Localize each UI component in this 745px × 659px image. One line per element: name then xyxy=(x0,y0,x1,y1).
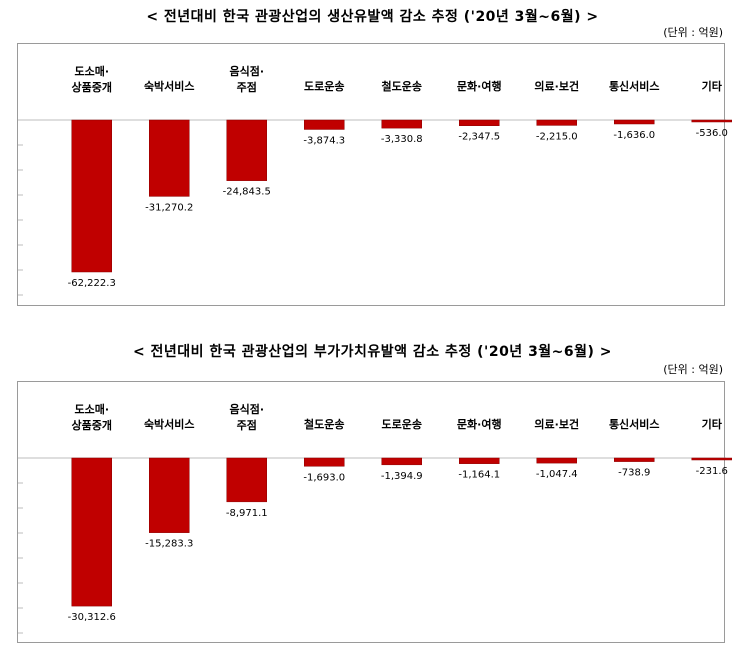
category-label: 기타 xyxy=(702,79,723,93)
bar-6 xyxy=(459,457,500,464)
bar-3 xyxy=(226,119,267,181)
chart-1-unit-label: (단위 : 억원) xyxy=(663,26,723,39)
chart-2-unit-label: (단위 : 억원) xyxy=(663,363,723,376)
category-label: 음식점· 주점 xyxy=(229,64,264,94)
bar-4 xyxy=(304,457,345,467)
data-label: -1,394.9 xyxy=(381,471,423,482)
bar-5 xyxy=(381,457,422,466)
category-label: 문화·여행 xyxy=(457,417,502,431)
category-label: 의료·보건 xyxy=(534,79,579,93)
chart-2-frame: 도소매· 상품중개 -30,312.6 숙박서비스 -15,283.3 음식점· 주점 -8,… xyxy=(17,381,732,643)
chart-1-title: < 전년대비 한국 관광산업의 생산유발액 감소 추정 ('20년 3월~6월)… xyxy=(146,9,599,25)
data-label: -1,164.1 xyxy=(458,470,500,481)
bar-4 xyxy=(304,119,345,130)
category-label: 통신서비스 xyxy=(609,417,660,431)
data-label: -1,636.0 xyxy=(613,130,655,141)
data-label: -738.9 xyxy=(618,468,650,479)
category-label: 숙박서비스 xyxy=(144,79,195,93)
data-label: -231.6 xyxy=(696,466,728,477)
bar-7 xyxy=(536,119,577,126)
category-label: 숙박서비스 xyxy=(144,417,195,431)
bar-2 xyxy=(149,119,190,197)
category-label: 도소매· 상품중개 xyxy=(72,64,112,94)
bar-1 xyxy=(71,457,112,607)
data-label: -3,874.3 xyxy=(303,135,345,146)
category-label: 통신서비스 xyxy=(609,79,660,93)
data-label: -62,222.3 xyxy=(68,278,116,289)
category-label: 의료·보건 xyxy=(534,417,579,431)
bar-6 xyxy=(459,119,500,126)
bar-7 xyxy=(536,457,577,464)
category-label: 문화·여행 xyxy=(457,79,502,93)
bar-5 xyxy=(381,119,422,129)
data-label: -2,215.0 xyxy=(536,131,578,142)
data-label: -15,283.3 xyxy=(145,539,193,550)
chart-2-title: < 전년대비 한국 관광산업의 부가가치유발액 감소 추정 ('20년 3월~6… xyxy=(132,344,613,360)
bar-8 xyxy=(614,119,655,125)
data-label: -536.0 xyxy=(696,128,728,139)
category-label: 도로운송 xyxy=(304,80,344,93)
data-label: -24,843.5 xyxy=(223,187,271,198)
data-label: -8,971.1 xyxy=(226,508,268,519)
data-label: -1,693.0 xyxy=(303,472,345,483)
category-label: 도로운송 xyxy=(382,418,422,431)
bar-9 xyxy=(691,119,732,123)
bar-8 xyxy=(614,457,655,462)
chart-2-svg: 도소매· 상품중개 -30,312.6 숙박서비스 -15,283.3 음식점· 주점 -8,… xyxy=(18,402,732,634)
data-label: -1,047.4 xyxy=(536,469,578,480)
bar-1 xyxy=(71,119,112,273)
data-label: -30,312.6 xyxy=(68,612,116,623)
category-label: 철도운송 xyxy=(304,417,344,431)
category-label: 음식점· 주점 xyxy=(229,402,264,432)
category-label: 철도운송 xyxy=(382,79,422,93)
data-label: -2,347.5 xyxy=(458,132,500,143)
data-label: -3,330.8 xyxy=(381,134,423,145)
chart-1-frame: 도소매· 상품중개 -62,222.3 숙박서비스 -31,270.2 음식점· 주점 -24… xyxy=(17,43,732,306)
bar-3 xyxy=(226,457,267,503)
bar-2 xyxy=(149,457,190,533)
category-label: 기타 xyxy=(702,417,723,431)
category-label: 도소매· 상품중개 xyxy=(72,402,112,432)
chart-1-svg: 도소매· 상품중개 -62,222.3 숙박서비스 -31,270.2 음식점· 주점 -24… xyxy=(18,64,732,296)
bar-9 xyxy=(691,457,732,461)
data-label: -31,270.2 xyxy=(145,202,193,213)
